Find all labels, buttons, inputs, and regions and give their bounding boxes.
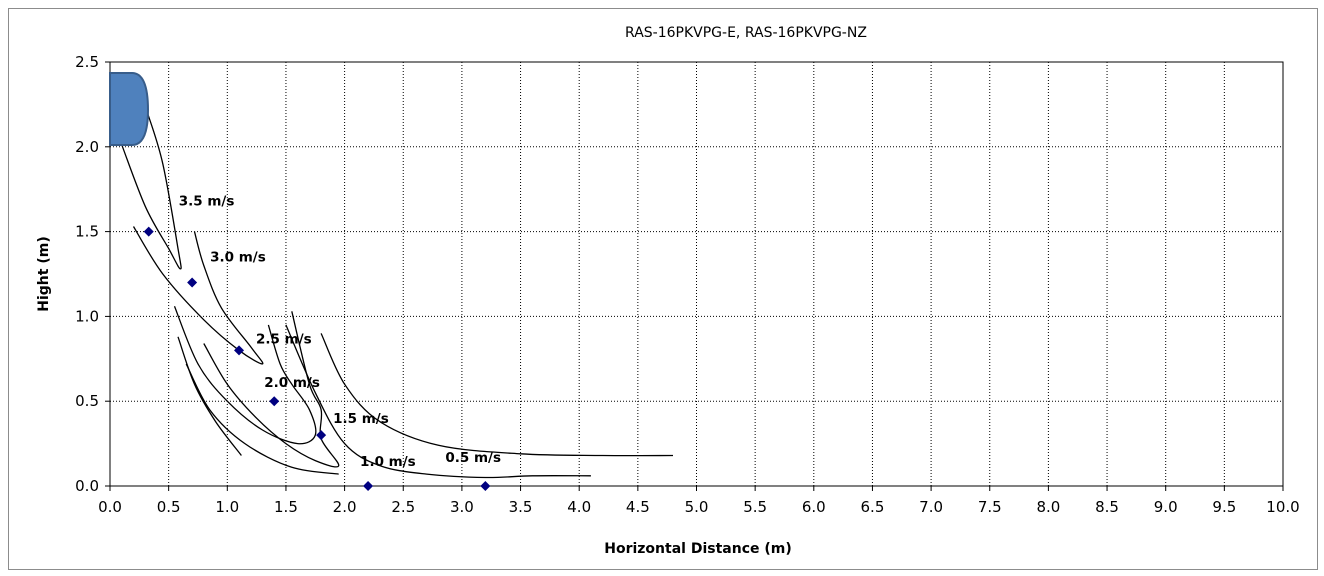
- y-tick-label: 1.5: [75, 223, 99, 241]
- x-axis-title: Horizontal Distance (m): [604, 541, 792, 557]
- x-tick-label: 2.5: [391, 498, 415, 516]
- gridlines: [110, 62, 1283, 486]
- x-tick-label: 0.5: [157, 498, 181, 516]
- x-tick-label: 7.5: [978, 498, 1002, 516]
- x-tick-label: 1.5: [274, 498, 298, 516]
- data-point-marker: [363, 481, 374, 491]
- data-point-marker: [234, 345, 245, 356]
- y-tick-label: 1.0: [75, 307, 99, 325]
- data-point-marker: [143, 226, 154, 237]
- contour-line: [285, 324, 591, 479]
- y-tick-label: 2.5: [75, 53, 99, 71]
- x-tick-label: 3.0: [450, 498, 474, 516]
- indoor-unit-icon: [109, 72, 150, 146]
- x-tick-label: 5.0: [685, 498, 709, 516]
- speed-label: 0.5 m/s: [445, 450, 501, 466]
- x-tick-label: 2.0: [333, 498, 357, 516]
- speed-label: 3.5 m/s: [179, 194, 235, 210]
- x-tick-label: 8.0: [1036, 498, 1060, 516]
- chart-title: RAS-16PKVPG-E, RAS-16PKVPG-NZ: [625, 25, 867, 41]
- data-point-marker: [480, 481, 491, 491]
- x-tick-label: 4.5: [626, 498, 650, 516]
- y-tick-label: 0.0: [75, 477, 99, 495]
- x-tick-label: 4.0: [567, 498, 591, 516]
- speed-label: 2.0 m/s: [264, 375, 320, 391]
- speed-label: 1.0 m/s: [360, 454, 416, 470]
- contour-line: [173, 305, 317, 445]
- x-tick-label: 6.5: [861, 498, 885, 516]
- x-tick-label: 8.5: [1095, 498, 1119, 516]
- x-tick-label: 0.0: [98, 498, 122, 516]
- contour-line: [118, 112, 182, 270]
- x-tick-label: 9.0: [1154, 498, 1178, 516]
- y-axis-ticks: 0.0 0.5 1.0 1.5 2.0 2.5: [75, 53, 110, 495]
- contour-line: [203, 311, 340, 468]
- contour-line: [185, 363, 339, 475]
- x-axis-ticks: 0.0 0.5 1.0 1.5 2.0 2.5 3.0 3.5 4.0 4.5 5.0 5.5 6.0 6…: [98, 486, 1300, 516]
- x-tick-label: 10.0: [1266, 498, 1299, 516]
- speed-label: 1.5 m/s: [333, 411, 389, 427]
- speed-label: 3.0 m/s: [210, 249, 266, 265]
- speed-label: 2.5 m/s: [256, 331, 312, 347]
- data-point-marker: [187, 277, 198, 288]
- data-point-marker: [316, 430, 327, 441]
- data-point-marker: [269, 396, 280, 407]
- x-tick-label: 7.0: [919, 498, 943, 516]
- y-tick-label: 2.0: [75, 138, 99, 156]
- x-tick-label: 5.5: [743, 498, 767, 516]
- chart-frame: [8, 8, 1318, 570]
- y-tick-label: 0.5: [75, 392, 99, 410]
- x-tick-label: 6.0: [802, 498, 826, 516]
- data-points: [143, 226, 491, 491]
- x-tick-label: 9.5: [1212, 498, 1236, 516]
- speed-labels: 3.5 m/s 3.0 m/s 2.5 m/s 2.0 m/s 1.5 m/s 1.0 m…: [179, 194, 501, 470]
- contour-line: [177, 336, 242, 456]
- contour-line: [320, 333, 674, 457]
- contour-line: [132, 226, 264, 365]
- x-tick-label: 3.5: [509, 498, 533, 516]
- velocity-contours: [118, 112, 674, 479]
- y-axis-title: Hight (m): [36, 236, 52, 311]
- x-tick-label: 1.0: [215, 498, 239, 516]
